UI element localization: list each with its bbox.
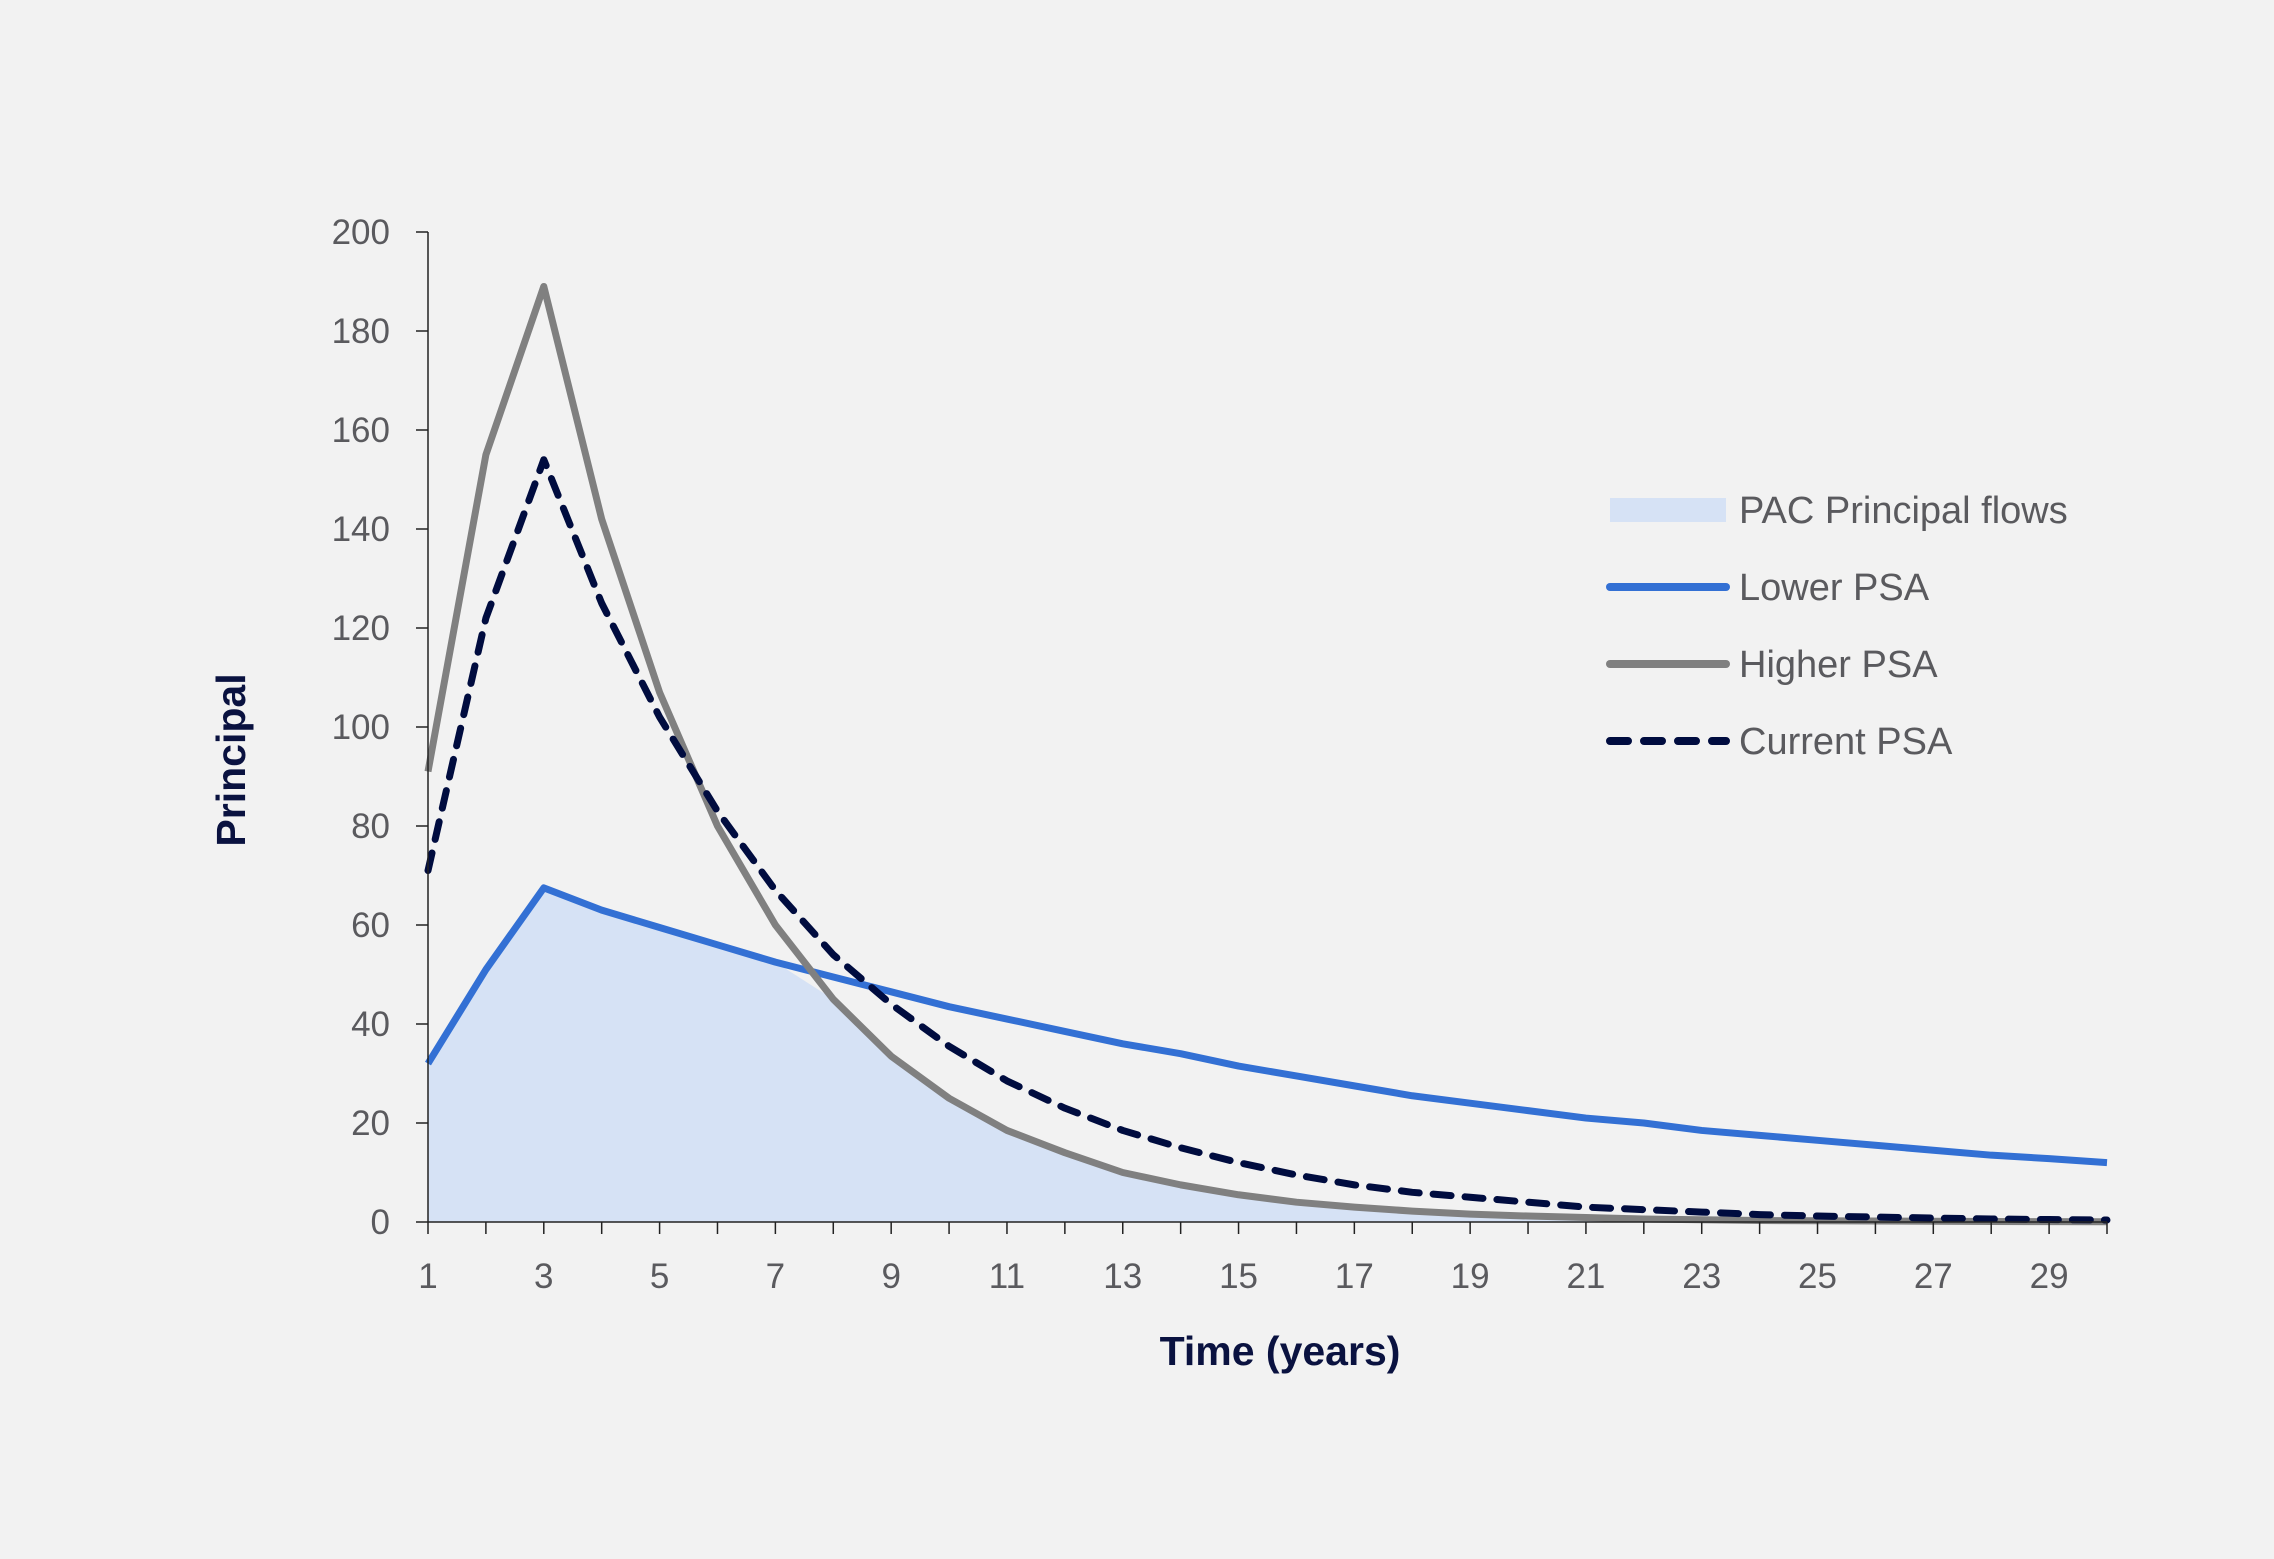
y-tick-label: 0 — [371, 1203, 390, 1242]
x-tick-label: 17 — [1335, 1257, 1374, 1296]
legend-item: Current PSA — [1606, 721, 1953, 763]
x-axis-title: Time (years) — [1160, 1328, 1401, 1374]
legend-label: PAC Principal flows — [1739, 490, 2068, 532]
x-tick-label: 27 — [1914, 1257, 1953, 1296]
legend-swatch — [1610, 498, 1726, 522]
y-tick-label: 100 — [332, 708, 390, 747]
x-tick-label: 3 — [534, 1257, 553, 1296]
x-tick-label: 1 — [418, 1257, 437, 1296]
legend-label: Current PSA — [1739, 721, 1953, 763]
x-tick-label: 11 — [989, 1257, 1025, 1296]
series-line-lower-psa — [425, 884, 2108, 1167]
x-tick-label: 23 — [1682, 1257, 1721, 1296]
y-tick-label: 200 — [332, 213, 390, 252]
x-tick-label: 25 — [1798, 1257, 1837, 1296]
y-tick-label: 40 — [351, 1005, 390, 1044]
series-area-pac-principal-flows — [428, 887, 2107, 1222]
legend-label: Higher PSA — [1739, 644, 1938, 686]
y-tick-label: 180 — [332, 312, 390, 351]
x-tick-label: 13 — [1103, 1257, 1142, 1296]
series-line-current-psa — [424, 456, 2111, 1224]
x-tick-label: 29 — [2030, 1257, 2069, 1296]
y-tick-label: 160 — [332, 411, 390, 450]
legend-item: Higher PSA — [1606, 644, 1938, 686]
legend-item: Lower PSA — [1606, 567, 1930, 609]
x-tick-label: 9 — [881, 1257, 900, 1296]
y-axis-title: Principal — [208, 673, 254, 846]
y-tick-label: 80 — [351, 807, 390, 846]
x-tick-label: 21 — [1566, 1257, 1605, 1296]
legend-label: Lower PSA — [1739, 567, 1930, 609]
legend-item: PAC Principal flows — [1610, 490, 2068, 532]
y-tick-label: 140 — [332, 510, 390, 549]
x-tick-label: 19 — [1451, 1257, 1490, 1296]
y-tick-label: 120 — [332, 609, 390, 648]
x-tick-label: 15 — [1219, 1257, 1258, 1296]
x-tick-label: 7 — [766, 1257, 785, 1296]
series-line-higher-psa — [424, 282, 2108, 1226]
x-tick-label: 5 — [650, 1257, 669, 1296]
legend: PAC Principal flows Lower PSA Higher PSA Cu… — [1606, 490, 2068, 763]
y-tick-label: 60 — [351, 906, 390, 945]
y-tick-label: 20 — [351, 1104, 390, 1143]
